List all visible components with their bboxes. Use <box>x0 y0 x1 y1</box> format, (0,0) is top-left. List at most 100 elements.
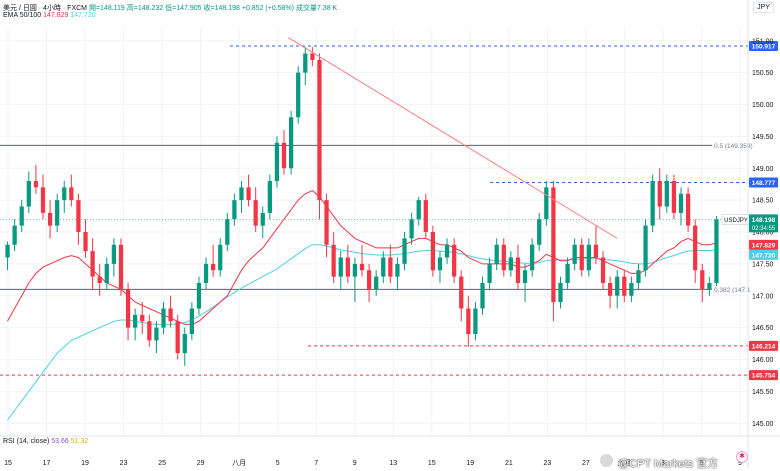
ema-price-tag <box>749 249 778 260</box>
ema-label: EMA 50/100 <box>3 12 42 19</box>
ema-price-tag <box>749 239 778 250</box>
candle <box>544 181 549 226</box>
x-tick-label: 23 <box>120 460 128 467</box>
candle-body <box>55 200 60 226</box>
candle-body <box>487 263 492 283</box>
rsi-label-text: RSI (14, close) <box>3 438 50 445</box>
candle-body <box>565 263 570 283</box>
candle-body <box>558 283 563 303</box>
candle-body <box>12 225 17 245</box>
candle-body <box>90 251 95 277</box>
candle-body <box>664 181 669 207</box>
y-tick-label: 146.50 <box>752 325 774 332</box>
candle-body <box>501 244 506 271</box>
candle-body <box>685 193 691 226</box>
candle <box>90 238 95 290</box>
candle-body <box>196 283 202 309</box>
candle-body <box>657 181 662 207</box>
candle-body <box>111 244 117 264</box>
candle-body <box>693 225 698 271</box>
candle <box>125 283 131 341</box>
candles <box>5 47 719 366</box>
candle <box>196 276 202 315</box>
candle-body <box>33 181 39 188</box>
candle-body <box>352 263 358 277</box>
candle-body <box>40 187 46 213</box>
y-tick-label: 149.50 <box>752 134 774 141</box>
candle <box>26 171 31 213</box>
candle <box>530 238 535 277</box>
y-tick-label: 151.00 <box>752 38 774 45</box>
candle-body <box>104 263 109 283</box>
candle <box>643 219 648 277</box>
watermark: @CPT Markets 官方 <box>618 458 719 470</box>
lightning-icon[interactable]: ✱ <box>736 451 748 463</box>
x-tick-label: 5 <box>276 460 280 467</box>
candle <box>388 244 393 283</box>
candle <box>111 238 117 277</box>
y-tick-label: 150.00 <box>752 102 774 109</box>
candle-body <box>579 244 584 271</box>
candle-body <box>374 276 379 290</box>
candle <box>189 302 194 341</box>
candle-body <box>473 308 478 334</box>
current-price-label: 148.198 <box>752 217 776 224</box>
x-tick-label: 9 <box>738 460 742 467</box>
volume-value: 成交量7.38 K <box>295 5 338 12</box>
candle <box>374 270 379 296</box>
candle-body <box>338 257 343 277</box>
level-label: 148.777 <box>752 180 776 187</box>
candle <box>452 238 457 283</box>
candle <box>118 238 124 296</box>
x-tick-label: 13 <box>389 460 397 467</box>
ema-legend[interactable]: EMA 50/100 147.829 147.720 <box>3 12 96 19</box>
change-value: +0.852 (+0.58%) <box>241 5 295 12</box>
candle <box>331 232 336 283</box>
y-tick-label: 148.00 <box>752 230 774 237</box>
candle <box>175 314 180 360</box>
candle <box>40 174 46 220</box>
candle-body <box>26 181 31 207</box>
candle-body <box>537 219 542 245</box>
rsi-legend[interactable]: RSI (14, close) 53.66 51.32 <box>3 438 88 445</box>
candle <box>133 308 138 341</box>
candle-body <box>494 244 499 264</box>
candle <box>161 302 166 334</box>
candle <box>522 263 528 303</box>
horizontal-levels: 0.5 (149.359) 0.382 (147.1 150.917 148.777 1… <box>0 41 778 381</box>
candle-body <box>678 193 684 213</box>
candle <box>395 257 400 290</box>
candle <box>636 263 641 290</box>
open-value: 開=148.119 <box>88 5 125 12</box>
candle-body <box>409 219 414 239</box>
candle-body <box>480 283 485 309</box>
candle <box>104 257 109 290</box>
candle-body <box>459 276 464 309</box>
candle-body <box>317 59 322 201</box>
candle <box>473 302 478 341</box>
candle-body <box>232 200 237 220</box>
candle <box>253 187 258 232</box>
level-tag <box>749 370 778 381</box>
candle-body <box>140 314 145 322</box>
candle-body <box>444 244 450 258</box>
current-price-tag <box>749 214 778 233</box>
candle <box>288 110 294 175</box>
candle-body <box>359 263 365 271</box>
ema50-value: 147.829 <box>43 12 69 19</box>
candle-body <box>607 283 613 296</box>
candle-body <box>118 244 124 290</box>
candle <box>515 244 521 290</box>
candle-body <box>345 257 350 277</box>
candle-body <box>19 206 24 226</box>
candle-body <box>515 257 521 283</box>
candle-body <box>211 263 216 271</box>
candle <box>409 212 414 245</box>
y-tick-label: 145.00 <box>752 421 774 428</box>
candle <box>537 212 542 252</box>
candle-body <box>366 270 372 290</box>
level-tag <box>749 340 778 351</box>
currency-button[interactable]: JPY <box>753 2 774 13</box>
